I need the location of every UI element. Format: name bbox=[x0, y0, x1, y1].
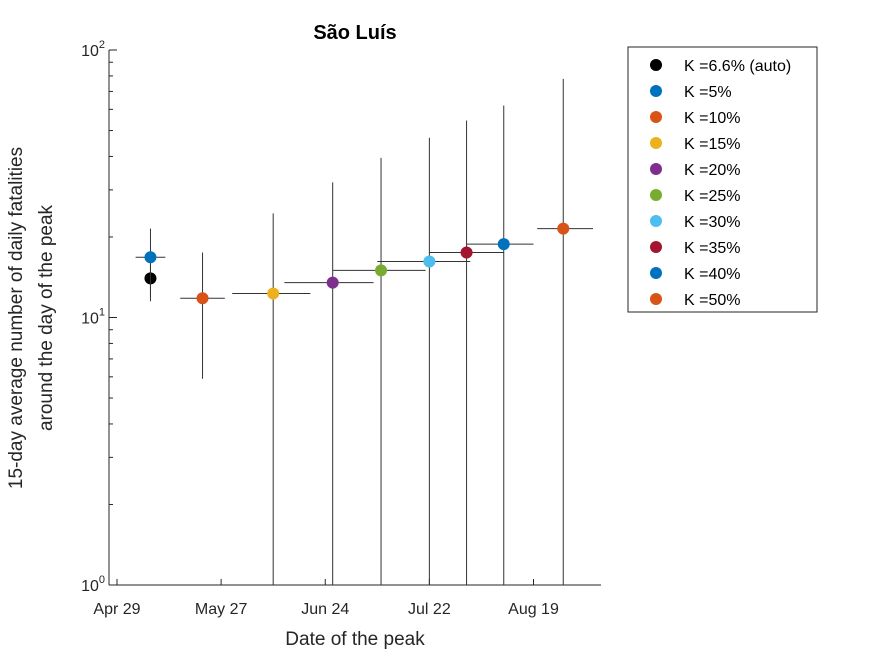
y-tick-exponent: 0 bbox=[99, 574, 105, 586]
legend-label: K =35% bbox=[684, 240, 740, 257]
legend-label: K =5% bbox=[684, 84, 732, 101]
y-tick-exponent: 1 bbox=[99, 307, 105, 319]
data-point bbox=[375, 264, 388, 277]
legend-label: K =30% bbox=[684, 214, 740, 231]
legend: K =6.6% (auto) K =5% K =10% K =15% K =20% K =… bbox=[627, 46, 818, 313]
x-tick-label: Aug 19 bbox=[508, 601, 559, 618]
y-tick-label: 100 bbox=[81, 574, 105, 595]
series-point-group bbox=[232, 213, 311, 585]
x-tick-label: May 27 bbox=[195, 601, 248, 618]
legend-label: K =20% bbox=[684, 162, 740, 179]
legend-label: K =15% bbox=[684, 136, 740, 153]
y-axis-label-line-2: around the day of the peak bbox=[36, 204, 57, 431]
legend-marker bbox=[650, 293, 662, 305]
series-point-group bbox=[135, 228, 166, 297]
series-point-group bbox=[429, 120, 504, 585]
legend-marker bbox=[650, 85, 662, 97]
y-tick-base: 10 bbox=[81, 43, 99, 60]
data-point bbox=[497, 238, 510, 251]
legend-box bbox=[627, 46, 818, 313]
series-point-group bbox=[466, 105, 534, 585]
data-point bbox=[144, 251, 157, 264]
legend-marker bbox=[650, 137, 662, 149]
legend-marker bbox=[650, 241, 662, 253]
data-point bbox=[326, 276, 339, 289]
series-point-group bbox=[332, 157, 426, 585]
legend-label: K =25% bbox=[684, 188, 740, 205]
y-tick-base: 10 bbox=[81, 578, 99, 595]
data-point bbox=[267, 287, 280, 300]
data-point bbox=[423, 255, 436, 268]
series-point-group bbox=[537, 78, 593, 585]
legend-marker bbox=[650, 163, 662, 175]
series-point-group bbox=[284, 182, 374, 585]
x-tick-label: Apr 29 bbox=[93, 601, 140, 618]
legend-items: K =6.6% (auto) K =5% K =10% K =15% K =20% K =… bbox=[650, 58, 791, 309]
legend-label: K =6.6% (auto) bbox=[684, 58, 791, 75]
x-axis-label: Date of the peak bbox=[285, 629, 425, 650]
legend-label: K =50% bbox=[684, 292, 740, 309]
series-point-group bbox=[180, 252, 225, 379]
legend-marker bbox=[650, 215, 662, 227]
data-marks bbox=[135, 78, 593, 585]
chart-title: São Luís bbox=[313, 22, 396, 44]
data-point bbox=[460, 246, 473, 259]
y-tick-base: 10 bbox=[81, 311, 99, 328]
legend-label: K =10% bbox=[684, 110, 740, 127]
y-tick-label: 101 bbox=[81, 307, 105, 328]
x-tick-label: Jun 24 bbox=[301, 601, 349, 618]
legend-marker bbox=[650, 267, 662, 279]
legend-marker bbox=[650, 111, 662, 123]
data-point bbox=[557, 222, 570, 235]
y-tick-label: 102 bbox=[81, 39, 105, 60]
y-axis-label-line-1: 15-day average number of daily fatalitie… bbox=[6, 147, 27, 489]
data-point bbox=[196, 292, 209, 305]
legend-marker bbox=[650, 59, 662, 71]
legend-label: K =40% bbox=[684, 266, 740, 283]
y-tick-exponent: 2 bbox=[99, 39, 105, 51]
legend-marker bbox=[650, 189, 662, 201]
x-tick-label: Jul 22 bbox=[408, 601, 451, 618]
series-point-group bbox=[377, 137, 471, 585]
